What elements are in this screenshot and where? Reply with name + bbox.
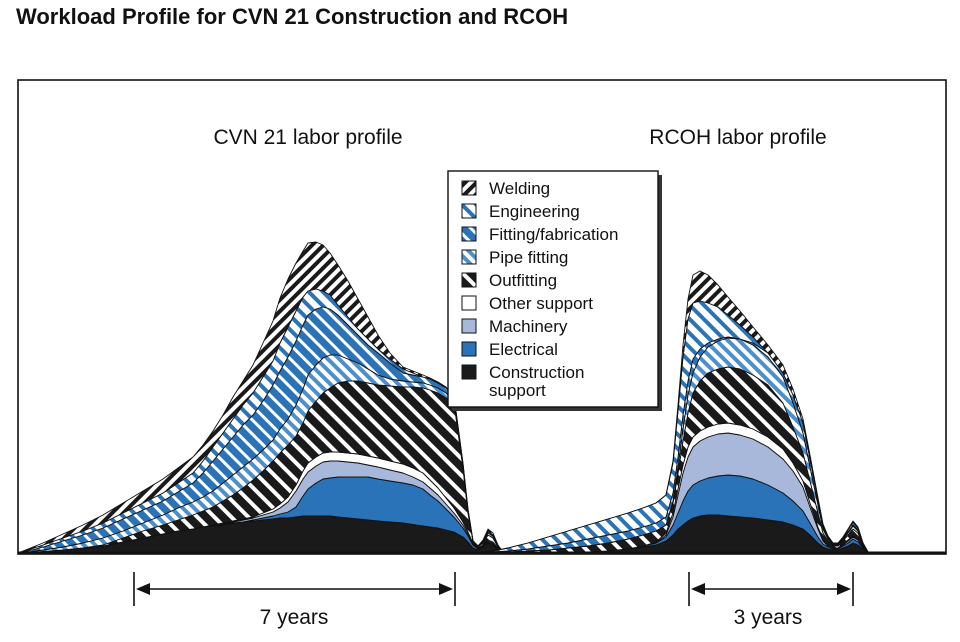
- legend-swatch: [461, 341, 477, 357]
- legend-box: [447, 170, 659, 408]
- legend-label: Welding: [489, 179, 550, 198]
- legend: Welding Engineering Fitting/fabrication Pip…: [447, 170, 662, 411]
- legend-label: Engineering: [489, 202, 580, 221]
- legend-swatch: [461, 272, 477, 288]
- legend-label: Fitting/fabrication: [489, 225, 618, 244]
- legend-label: support: [489, 381, 546, 400]
- arrowhead-right: [837, 583, 851, 595]
- page-title: Workload Profile for CVN 21 Construction…: [16, 4, 569, 29]
- rcoh-chart-label: RCOH labor profile: [649, 126, 826, 149]
- legend-swatch: [461, 364, 477, 380]
- duration-cvn21: 7 years: [133, 572, 456, 629]
- cvn21-chart-label: CVN 21 labor profile: [213, 126, 402, 149]
- rcoh-area-group: [477, 270, 909, 554]
- legend-label: Pipe fitting: [489, 248, 568, 267]
- arrowhead-left: [691, 583, 705, 595]
- arrowhead-right: [439, 583, 453, 595]
- legend-label: Electrical: [489, 340, 558, 359]
- legend-label: Machinery: [489, 317, 568, 336]
- legend-swatch: [461, 318, 477, 334]
- legend-label: Other support: [489, 294, 593, 313]
- duration-rcoh: 3 years: [688, 572, 854, 629]
- duration-label-rcoh: 3 years: [734, 606, 803, 629]
- legend-swatch: [461, 180, 477, 196]
- legend-swatch: [461, 226, 477, 242]
- legend-swatch: [461, 203, 477, 219]
- legend-swatch: [461, 249, 477, 265]
- legend-label: Outfitting: [489, 271, 557, 290]
- arrowhead-left: [136, 583, 150, 595]
- legend-label: Construction: [489, 363, 584, 382]
- duration-label-cvn21: 7 years: [260, 606, 329, 629]
- legend-swatch: [461, 295, 477, 311]
